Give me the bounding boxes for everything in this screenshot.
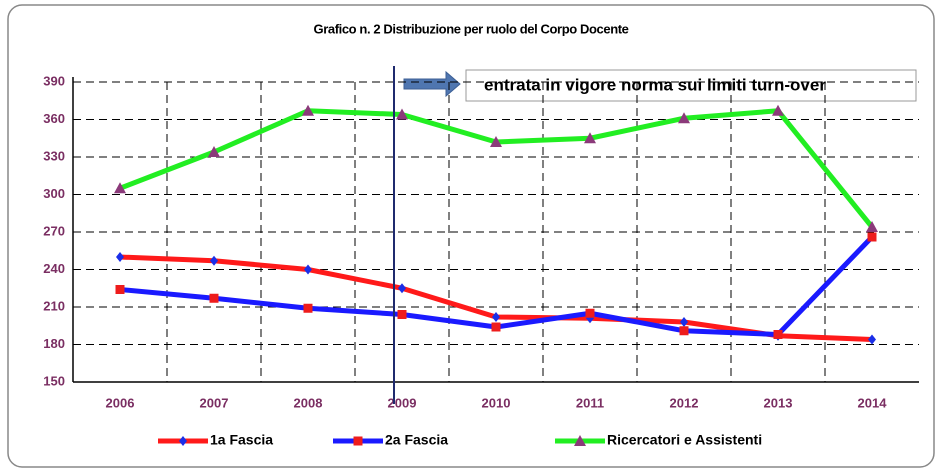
y-tick-label: 390 (43, 73, 65, 88)
marker (114, 182, 126, 194)
marker (773, 330, 783, 339)
annotation: entrata in vigore norma sui limiti turn-… (484, 75, 826, 94)
marker (209, 293, 219, 303)
marker (584, 132, 596, 144)
marker (679, 326, 689, 336)
marker (574, 435, 586, 446)
marker (208, 146, 220, 157)
y-tick-label: 300 (43, 186, 65, 201)
legend-label: Ricercatori e Assistenti (607, 432, 762, 448)
marker (868, 334, 876, 345)
marker (303, 303, 313, 313)
y-tick-label: 180 (43, 336, 65, 351)
x-tick-label: 2009 (388, 395, 417, 410)
marker (398, 283, 406, 294)
marker (396, 108, 408, 120)
marker (116, 252, 124, 262)
legend-label: 2a Fascia (385, 432, 448, 448)
marker (680, 317, 688, 327)
marker (353, 436, 363, 446)
legend-label: 1a Fascia (210, 432, 273, 448)
marker (678, 112, 690, 124)
annotation-box (465, 69, 917, 102)
marker (491, 322, 501, 332)
marker (397, 310, 407, 319)
chart-title: Grafico n. 2 Distribuzione per ruolo del… (314, 21, 629, 36)
marker (772, 104, 784, 116)
y-tick-label: 240 (43, 261, 65, 276)
marker (867, 232, 877, 242)
chart-frame (7, 4, 935, 468)
marker (866, 221, 878, 232)
x-tick-label: 2013 (764, 395, 793, 410)
annotation-arrow (403, 70, 461, 98)
y-tick-label: 270 (43, 223, 65, 238)
y-tick-label: 210 (43, 298, 65, 313)
y-tick-label: 360 (43, 111, 65, 126)
x-tick-label: 2008 (294, 395, 323, 410)
x-tick-label: 2012 (670, 395, 699, 410)
marker (210, 255, 218, 266)
marker (302, 104, 314, 116)
x-tick-label: 2014 (858, 395, 888, 410)
y-tick-label: 330 (43, 148, 65, 163)
x-tick-label: 2007 (200, 395, 229, 410)
marker (179, 436, 187, 446)
marker (585, 308, 595, 318)
x-tick-label: 2010 (482, 395, 511, 410)
x-tick-label: 2011 (576, 395, 604, 410)
marker (304, 264, 312, 275)
x-tick-label: 2006 (106, 395, 135, 410)
y-tick-label: 150 (43, 373, 65, 388)
marker (490, 136, 502, 147)
marker (492, 312, 500, 322)
marker (115, 285, 125, 294)
